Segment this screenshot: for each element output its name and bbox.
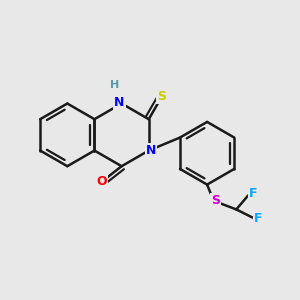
Text: O: O — [97, 175, 107, 188]
Text: N: N — [146, 144, 156, 157]
Text: S: S — [157, 90, 166, 103]
Text: H: H — [110, 80, 120, 90]
Text: S: S — [211, 194, 220, 207]
Text: F: F — [249, 187, 258, 200]
Text: N: N — [114, 96, 124, 109]
Text: F: F — [254, 212, 262, 225]
